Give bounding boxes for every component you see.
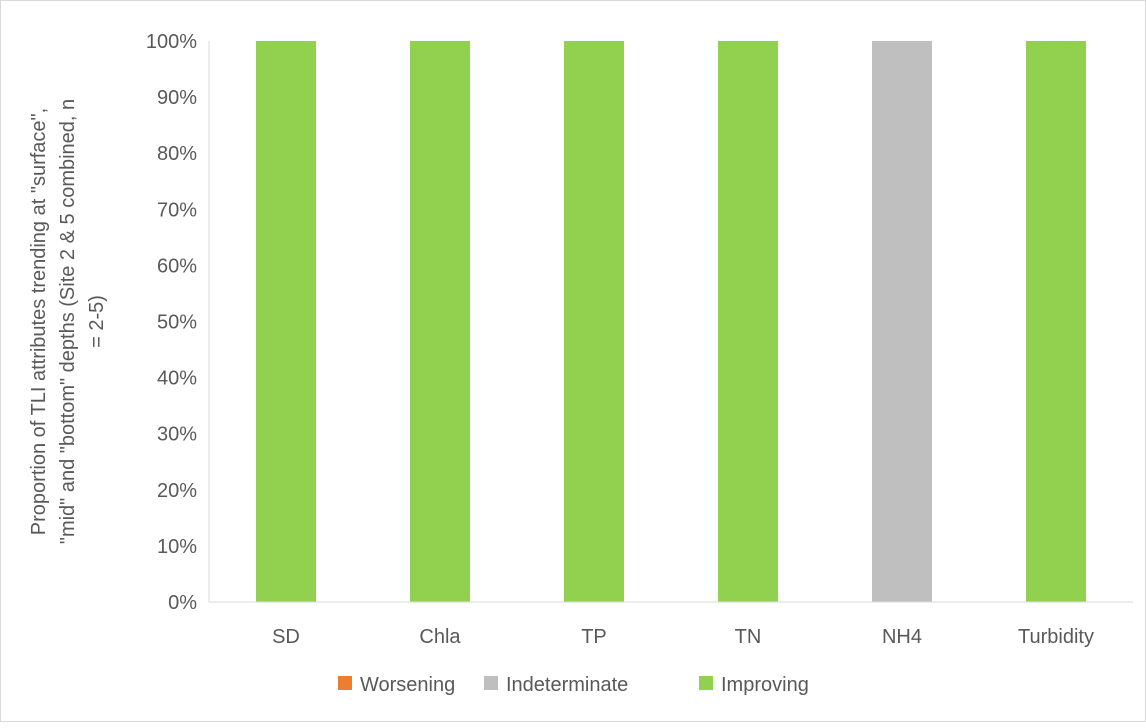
bar-improving-turbidity	[1026, 41, 1086, 602]
bars	[256, 41, 1086, 602]
y-axis-label-line: Proportion of TLI attributes trending at…	[28, 108, 50, 535]
y-tick-label: 60%	[157, 255, 197, 277]
legend-swatch	[338, 676, 352, 690]
x-tick-label: Chla	[419, 626, 461, 648]
legend-item-improving: Improving	[699, 674, 809, 696]
y-tick-label: 10%	[157, 536, 197, 558]
y-tick-label: 30%	[157, 424, 197, 446]
bar-improving-tn	[718, 41, 778, 602]
y-tick-label: 90%	[157, 87, 197, 109]
x-tick-label: NH4	[882, 626, 922, 648]
bar-improving-tp	[564, 41, 624, 602]
legend-label: Worsening	[360, 674, 455, 696]
x-tick-label: TP	[581, 626, 607, 648]
y-tick-label: 40%	[157, 368, 197, 390]
y-axis-label-line: = 2-5)	[86, 295, 108, 348]
y-tick-label: 100%	[146, 31, 197, 53]
y-tick-label: 50%	[157, 312, 197, 334]
x-tick-label: Turbidity	[1018, 626, 1094, 648]
y-axis-label: Proportion of TLI attributes trending at…	[28, 99, 108, 544]
bar-indeterminate-nh4	[872, 41, 932, 602]
y-axis-label-line: "mid" and "bottom" depths (Site 2 & 5 co…	[57, 99, 79, 544]
legend-item-worsening: Worsening	[338, 674, 455, 696]
legend-item-indeterminate: Indeterminate	[484, 674, 628, 696]
y-tick-label: 0%	[168, 592, 197, 614]
y-tick-label: 20%	[157, 480, 197, 502]
y-axis-ticks: 0% 10% 20% 30% 40% 50% 60% 70% 80% 90% 100%	[146, 31, 197, 614]
legend-label: Indeterminate	[506, 674, 628, 696]
y-tick-label: 80%	[157, 143, 197, 165]
legend-swatch	[699, 676, 713, 690]
legend: Worsening Indeterminate Improving	[338, 674, 809, 696]
x-tick-label: SD	[272, 626, 300, 648]
legend-swatch	[484, 676, 498, 690]
bar-improving-sd	[256, 41, 316, 602]
bar-improving-chla	[410, 41, 470, 602]
legend-label: Improving	[721, 674, 809, 696]
x-axis-ticks: SD Chla TP TN NH4 Turbidity	[272, 626, 1094, 648]
x-tick-label: TN	[735, 626, 762, 648]
y-tick-label: 70%	[157, 199, 197, 221]
